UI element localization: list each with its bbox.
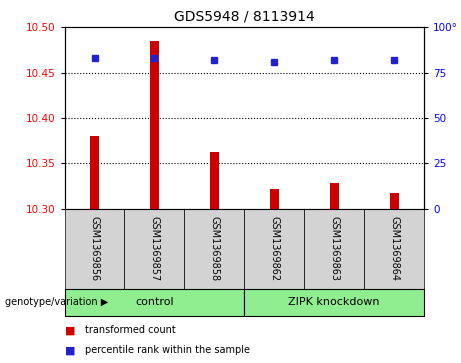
- Bar: [184, 209, 244, 289]
- Bar: [150, 41, 159, 209]
- Text: ZIPK knockdown: ZIPK knockdown: [289, 297, 380, 307]
- Bar: [90, 136, 99, 209]
- Text: GSM1369856: GSM1369856: [89, 216, 100, 281]
- Text: GSM1369864: GSM1369864: [389, 216, 399, 281]
- Bar: [65, 289, 244, 316]
- Bar: [304, 209, 364, 289]
- Text: GSM1369858: GSM1369858: [209, 216, 219, 281]
- Title: GDS5948 / 8113914: GDS5948 / 8113914: [174, 9, 315, 23]
- Bar: [124, 209, 184, 289]
- Bar: [244, 289, 424, 316]
- Bar: [244, 209, 304, 289]
- Text: genotype/variation ▶: genotype/variation ▶: [5, 297, 108, 307]
- Text: ■: ■: [65, 345, 75, 355]
- Bar: [65, 209, 124, 289]
- Text: transformed count: transformed count: [85, 325, 176, 335]
- Text: GSM1369862: GSM1369862: [269, 216, 279, 281]
- Text: control: control: [135, 297, 174, 307]
- Text: ■: ■: [65, 325, 75, 335]
- Bar: [364, 209, 424, 289]
- Text: GSM1369863: GSM1369863: [329, 216, 339, 281]
- Bar: [270, 189, 279, 209]
- Text: percentile rank within the sample: percentile rank within the sample: [85, 345, 250, 355]
- Text: GSM1369857: GSM1369857: [149, 216, 160, 281]
- Bar: [330, 183, 339, 209]
- Bar: [390, 193, 399, 209]
- Bar: [210, 152, 219, 209]
